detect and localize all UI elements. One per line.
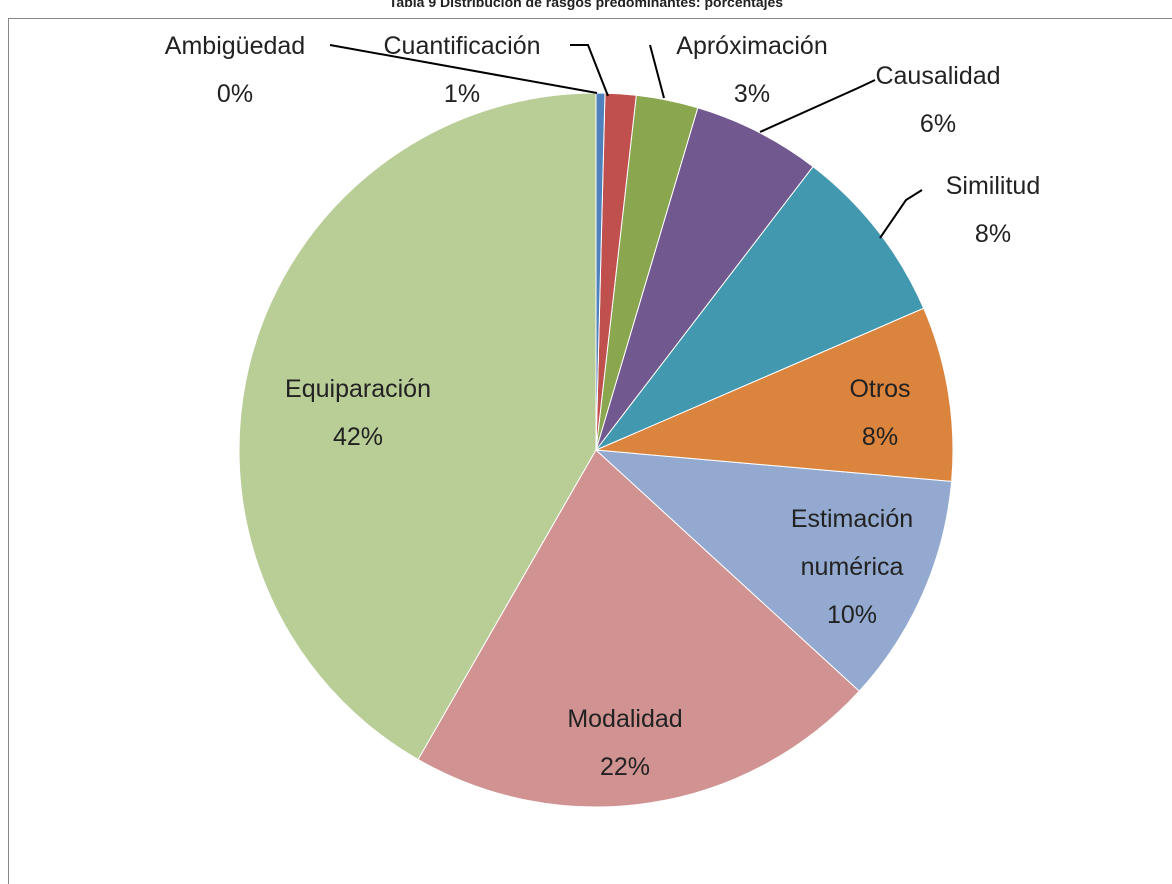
- slice-label: Modalidad 22%: [567, 695, 682, 791]
- slice-label: Apróximación 3%: [676, 22, 827, 118]
- leader-line: [570, 44, 609, 97]
- pie-slice: [595, 107, 814, 451]
- chart-frame: [8, 18, 1172, 884]
- leader-line: [329, 44, 598, 94]
- pie-slice: [594, 449, 953, 692]
- category-label: Equiparación: [285, 375, 431, 403]
- slice-label: Otros 8%: [849, 365, 910, 461]
- leader-line: [649, 44, 665, 99]
- value-label: 10%: [826, 601, 878, 629]
- category-label: Estimación numérica: [790, 505, 914, 581]
- leader-line: [759, 79, 876, 133]
- leader-lines: [329, 44, 923, 239]
- category-label: Similitud: [945, 172, 1041, 200]
- category-label: Causalidad: [875, 62, 1001, 90]
- value-label: 22%: [599, 753, 651, 781]
- category-label: Modalidad: [567, 705, 683, 733]
- pie-slice: [595, 307, 954, 482]
- pie-slice: [594, 165, 925, 452]
- category-label: Ambigüedad: [164, 32, 306, 60]
- category-label: Cuantificación: [383, 32, 541, 60]
- chart-title: Tabla 9 Distribución de rasgos predomina…: [388, 0, 784, 10]
- value-label: 8%: [974, 220, 1012, 248]
- category-label: Apróximación: [676, 32, 828, 60]
- value-label: 8%: [861, 423, 899, 451]
- category-label: Otros: [849, 375, 911, 403]
- value-label: 0%: [216, 80, 254, 108]
- slice-label: Estimación numérica 10%: [772, 495, 932, 639]
- leader-line: [879, 189, 923, 239]
- pie-slice: [417, 449, 860, 808]
- slice-label: Equiparación 42%: [285, 365, 431, 461]
- value-label: 42%: [332, 423, 384, 451]
- pie-slice: [238, 92, 597, 761]
- slice-label: Cuantificación 1%: [383, 22, 540, 118]
- value-label: 3%: [733, 80, 771, 108]
- slice-label: Ambigüedad 0%: [165, 22, 305, 118]
- value-label: 6%: [919, 110, 957, 138]
- slice-label: Similitud 8%: [946, 162, 1040, 258]
- slice-label: Causalidad 6%: [875, 52, 1000, 148]
- value-label: 1%: [443, 80, 481, 108]
